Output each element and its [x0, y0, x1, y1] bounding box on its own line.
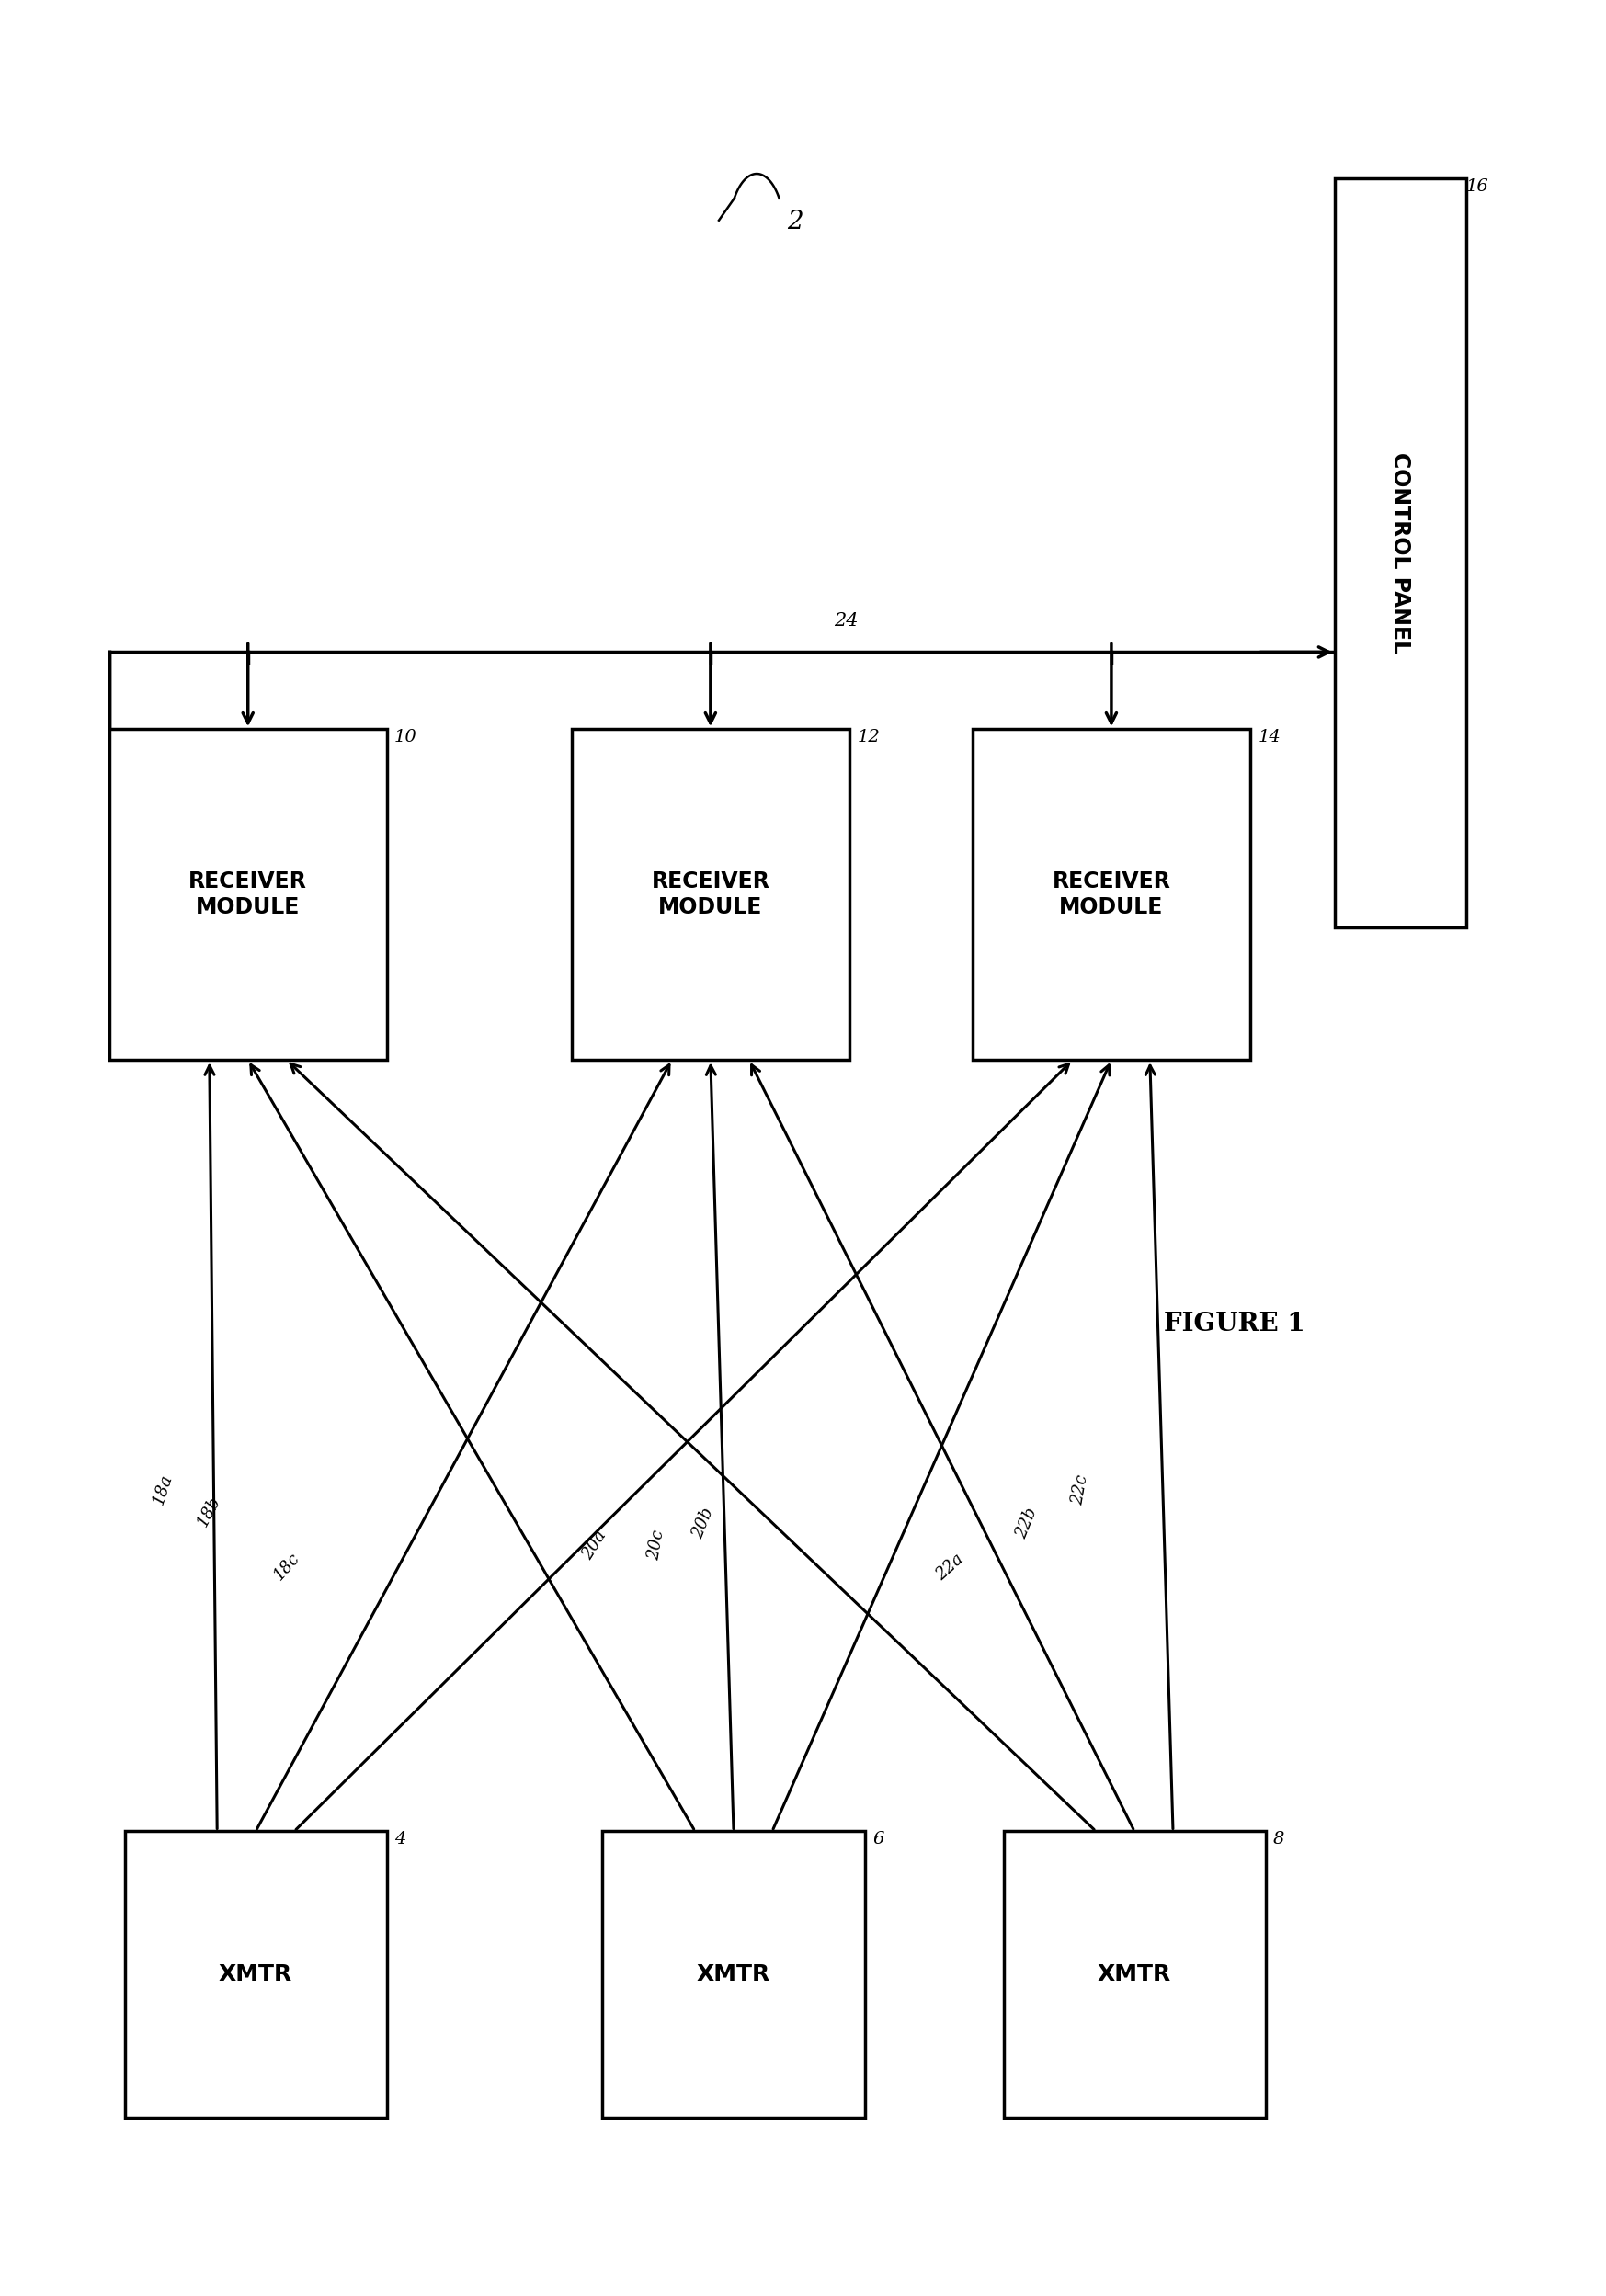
- Bar: [1335, 179, 1466, 928]
- Text: 24: 24: [834, 613, 858, 629]
- Text: 2: 2: [787, 209, 803, 234]
- Bar: [125, 1832, 387, 2117]
- Text: XMTR: XMTR: [1097, 1963, 1171, 1986]
- Text: RECEIVER
MODULE: RECEIVER MODULE: [190, 870, 307, 918]
- Text: XMTR: XMTR: [218, 1963, 292, 1986]
- Bar: [973, 730, 1249, 1061]
- Text: 18a: 18a: [151, 1472, 175, 1506]
- Text: 10: 10: [395, 730, 418, 746]
- Text: 22a: 22a: [933, 1550, 967, 1584]
- Text: RECEIVER
MODULE: RECEIVER MODULE: [1052, 870, 1171, 918]
- Text: 12: 12: [858, 730, 880, 746]
- Text: 20c: 20c: [646, 1529, 668, 1561]
- Text: 18c: 18c: [270, 1550, 304, 1584]
- Text: 18b: 18b: [194, 1495, 225, 1529]
- Text: 4: 4: [395, 1832, 406, 1848]
- Text: XMTR: XMTR: [697, 1963, 771, 1986]
- Bar: [572, 730, 850, 1061]
- Text: 20b: 20b: [689, 1504, 716, 1541]
- Bar: [1004, 1832, 1266, 2117]
- Bar: [109, 730, 387, 1061]
- Text: CONTROL PANEL: CONTROL PANEL: [1389, 452, 1412, 654]
- Text: 22c: 22c: [1070, 1474, 1092, 1506]
- Text: 8: 8: [1274, 1832, 1285, 1848]
- Bar: [602, 1832, 864, 2117]
- Text: 6: 6: [872, 1832, 883, 1848]
- Text: RECEIVER
MODULE: RECEIVER MODULE: [652, 870, 769, 918]
- Text: 16: 16: [1466, 179, 1489, 195]
- Text: FIGURE 1: FIGURE 1: [1164, 1311, 1306, 1336]
- Text: 22b: 22b: [1013, 1504, 1041, 1541]
- Text: 14: 14: [1257, 730, 1280, 746]
- Text: 20a: 20a: [580, 1527, 610, 1561]
